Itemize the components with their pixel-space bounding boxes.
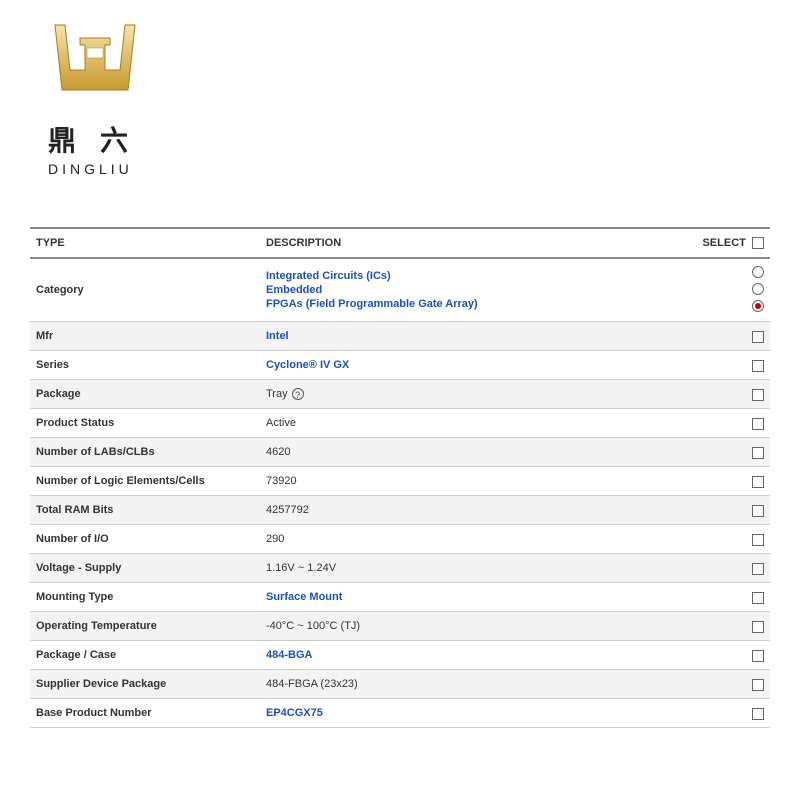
spec-value: Active (260, 409, 696, 438)
spec-value: EP4CGX75 (260, 699, 696, 728)
category-radios (702, 266, 764, 314)
row-checkbox[interactable] (752, 650, 764, 662)
spec-row: Number of I/O 290 (30, 525, 770, 554)
category-link-0[interactable]: Integrated Circuits (ICs) (266, 270, 690, 282)
spec-row: Package / Case 484-BGA (30, 641, 770, 670)
row-checkbox[interactable] (752, 476, 764, 488)
spec-row: Mounting Type Surface Mount (30, 583, 770, 612)
spec-label: Number of Logic Elements/Cells (30, 467, 260, 496)
row-checkbox[interactable] (752, 534, 764, 546)
spec-value: 4620 (260, 438, 696, 467)
logo-icon (40, 20, 150, 110)
spec-row: PackageTray? (30, 380, 770, 409)
spec-label: Series (30, 351, 260, 380)
spec-value-text: Tray (266, 388, 288, 400)
spec-row: Supplier Device Package 484-FBGA (23x23) (30, 670, 770, 699)
select-all-checkbox[interactable] (752, 237, 764, 249)
category-radio-1[interactable] (752, 283, 764, 295)
spec-value-text: 484-FBGA (23x23) (266, 678, 358, 690)
spec-value: Surface Mount (260, 583, 696, 612)
logo-area: 鼎六 DINGLIU (40, 20, 770, 177)
spec-value-text: 1.16V ~ 1.24V (266, 562, 336, 574)
spec-label: Mfr (30, 322, 260, 351)
spec-table: TYPE DESCRIPTION SELECT Category Integra… (30, 227, 770, 728)
row-checkbox[interactable] (752, 592, 764, 604)
header-description: DESCRIPTION (260, 228, 696, 258)
spec-label: Mounting Type (30, 583, 260, 612)
row-checkbox[interactable] (752, 679, 764, 691)
spec-value: 290 (260, 525, 696, 554)
spec-label: Package / Case (30, 641, 260, 670)
header-select: SELECT (696, 228, 770, 258)
spec-value-link[interactable]: Cyclone® IV GX (266, 359, 349, 371)
spec-value: Cyclone® IV GX (260, 351, 696, 380)
category-link-1[interactable]: Embedded (266, 284, 690, 296)
spec-value-link[interactable]: Surface Mount (266, 591, 342, 603)
spec-value-text: 4620 (266, 446, 290, 458)
help-icon[interactable]: ? (292, 388, 304, 400)
spec-value: -40°C ~ 100°C (TJ) (260, 612, 696, 641)
spec-value: Tray? (260, 380, 696, 409)
spec-label: Operating Temperature (30, 612, 260, 641)
header-type: TYPE (30, 228, 260, 258)
spec-row: Voltage - Supply 1.16V ~ 1.24V (30, 554, 770, 583)
spec-label: Number of I/O (30, 525, 260, 554)
spec-value-text: Active (266, 417, 296, 429)
category-row: Category Integrated Circuits (ICs) Embedd… (30, 258, 770, 322)
row-checkbox[interactable] (752, 418, 764, 430)
spec-value: 484-FBGA (23x23) (260, 670, 696, 699)
spec-row: Product Status Active (30, 409, 770, 438)
spec-label: Total RAM Bits (30, 496, 260, 525)
spec-value: Intel (260, 322, 696, 351)
row-checkbox[interactable] (752, 360, 764, 372)
spec-label: Number of LABs/CLBs (30, 438, 260, 467)
spec-row: Series Cyclone® IV GX (30, 351, 770, 380)
logo-text-cn: 鼎六 (48, 119, 770, 159)
category-link-2[interactable]: FPGAs (Field Programmable Gate Array) (266, 298, 690, 310)
logo-text-en: DINGLIU (48, 161, 770, 177)
spec-label: Package (30, 380, 260, 409)
row-checkbox[interactable] (752, 563, 764, 575)
spec-row: Number of Logic Elements/Cells 73920 (30, 467, 770, 496)
spec-value-text: 290 (266, 533, 284, 545)
spec-row: Mfr Intel (30, 322, 770, 351)
spec-value: 1.16V ~ 1.24V (260, 554, 696, 583)
spec-row: Number of LABs/CLBs 4620 (30, 438, 770, 467)
spec-value: 484-BGA (260, 641, 696, 670)
row-checkbox[interactable] (752, 447, 764, 459)
category-radio-0[interactable] (752, 266, 764, 278)
row-checkbox[interactable] (752, 505, 764, 517)
spec-label: Base Product Number (30, 699, 260, 728)
category-values: Integrated Circuits (ICs) Embedded FPGAs (… (260, 258, 696, 322)
spec-value-link[interactable]: 484-BGA (266, 649, 312, 661)
spec-value-link[interactable]: Intel (266, 330, 289, 342)
spec-row: Total RAM Bits 4257792 (30, 496, 770, 525)
row-checkbox[interactable] (752, 389, 764, 401)
row-checkbox[interactable] (752, 708, 764, 720)
spec-row: Operating Temperature -40°C ~ 100°C (TJ) (30, 612, 770, 641)
spec-value-text: -40°C ~ 100°C (TJ) (266, 620, 360, 632)
row-checkbox[interactable] (752, 331, 764, 343)
spec-value: 73920 (260, 467, 696, 496)
category-label: Category (30, 258, 260, 322)
spec-value-link[interactable]: EP4CGX75 (266, 707, 323, 719)
spec-row: Base Product Number EP4CGX75 (30, 699, 770, 728)
spec-value: 4257792 (260, 496, 696, 525)
spec-label: Product Status (30, 409, 260, 438)
spec-label: Voltage - Supply (30, 554, 260, 583)
category-radio-2[interactable] (752, 300, 764, 312)
spec-value-text: 4257792 (266, 504, 309, 516)
row-checkbox[interactable] (752, 621, 764, 633)
spec-label: Supplier Device Package (30, 670, 260, 699)
spec-value-text: 73920 (266, 475, 297, 487)
